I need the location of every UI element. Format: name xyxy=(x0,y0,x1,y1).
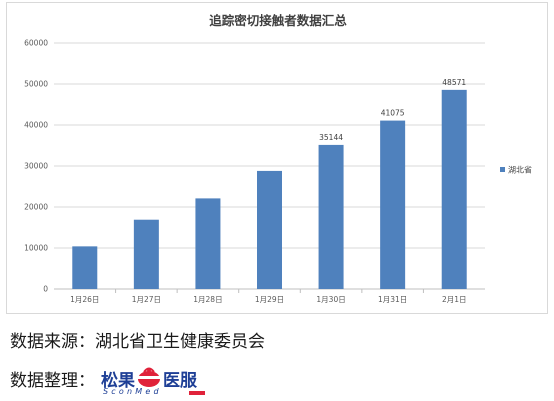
bar xyxy=(195,198,221,289)
logo-cn-left: 松果 xyxy=(101,371,135,391)
bar xyxy=(72,246,98,289)
legend: 湖北省 xyxy=(500,165,532,175)
bars xyxy=(72,89,467,289)
x-axis-ticks: 1月26日 1月27日 1月28日 1月29日 1月30日 1月31日 2月1日 xyxy=(70,289,466,304)
bar xyxy=(380,120,406,289)
bar xyxy=(441,89,467,289)
x-tick-label: 2月1日 xyxy=(442,295,467,304)
bar xyxy=(318,144,344,289)
bar xyxy=(257,170,282,289)
logo-cn-right: 医服 xyxy=(163,371,197,391)
logo-red-bar xyxy=(189,391,205,395)
y-tick-label: 40000 xyxy=(24,121,48,130)
logo-en-text: SconMed xyxy=(103,387,162,396)
y-tick-label: 20000 xyxy=(24,203,48,212)
bar-chart: 追踪密切接触者数据汇总 0 10000 20000 30000 40000 50000 60… xyxy=(24,13,532,304)
y-tick-label: 60000 xyxy=(24,39,48,48)
scohmed-logo: 松果 医服 SconMed xyxy=(101,366,211,400)
data-label: 35144 xyxy=(319,133,343,142)
organizer-prefix: 数据整理： xyxy=(10,371,95,391)
x-tick-label: 1月28日 xyxy=(193,295,222,304)
data-label: 41075 xyxy=(381,109,405,118)
y-tick-label: 10000 xyxy=(24,244,48,253)
x-tick-label: 1月29日 xyxy=(255,295,284,304)
x-tick-label: 1月27日 xyxy=(132,295,161,304)
y-tick-label: 0 xyxy=(43,285,48,294)
x-tick-label: 1月31日 xyxy=(378,295,407,304)
y-tick-label: 30000 xyxy=(24,162,48,171)
x-tick-label: 1月26日 xyxy=(70,295,99,304)
chart-container: 追踪密切接触者数据汇总 0 10000 20000 30000 40000 50000 60… xyxy=(6,2,548,314)
data-source-line: 数据来源：湖北省卫生健康委员会 xyxy=(10,332,265,352)
data-organizer-line: 数据整理： 松果 医服 SconMed xyxy=(10,366,211,400)
data-label: 48571 xyxy=(442,78,466,87)
y-tick-label: 50000 xyxy=(24,80,48,89)
chart-title: 追踪密切接触者数据汇总 xyxy=(209,13,347,28)
pot-icon xyxy=(138,367,160,387)
legend-swatch xyxy=(500,167,505,172)
y-axis-ticks: 0 10000 20000 30000 40000 50000 60000 xyxy=(24,39,48,294)
data-labels: 35144 41075 48571 xyxy=(319,78,466,142)
legend-label: 湖北省 xyxy=(508,165,532,175)
x-tick-label: 1月30日 xyxy=(316,295,345,304)
bar xyxy=(133,219,159,289)
